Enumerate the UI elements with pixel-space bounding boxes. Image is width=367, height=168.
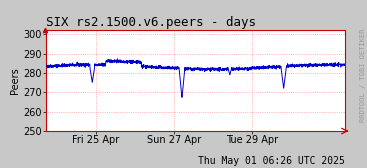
Text: Thu May 01 06:26 UTC 2025: Thu May 01 06:26 UTC 2025: [198, 156, 345, 166]
Text: RRDTOOL / TOBI OETIKER: RRDTOOL / TOBI OETIKER: [360, 29, 366, 122]
Text: SIX rs2.1500.v6.peers - days: SIX rs2.1500.v6.peers - days: [46, 16, 256, 29]
Y-axis label: Peers: Peers: [10, 67, 20, 94]
